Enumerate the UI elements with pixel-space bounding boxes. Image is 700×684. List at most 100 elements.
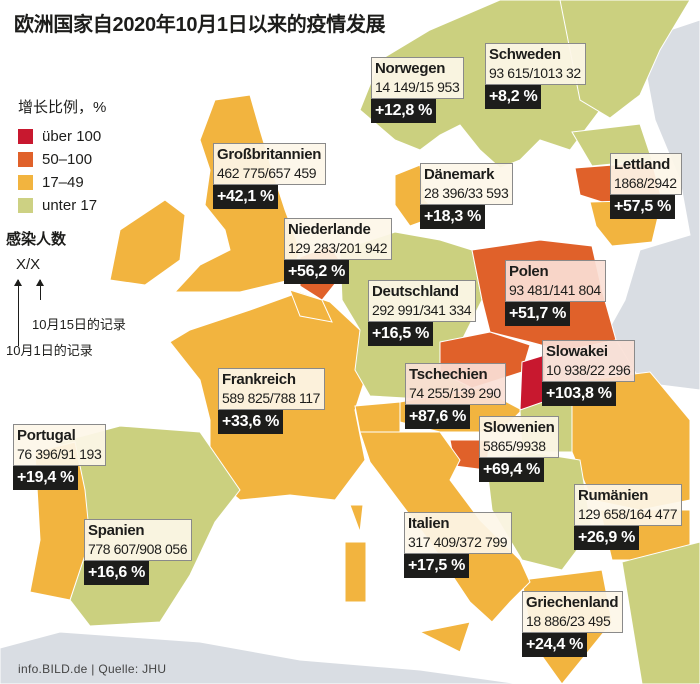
country-cases: 317 409/372 799 — [408, 534, 508, 550]
switzerland — [354, 401, 401, 433]
key-format: X/X — [16, 256, 41, 273]
country-info-box: Schweden 93 615/1013 32 — [485, 43, 586, 85]
country-info-box: Polen 93 481/141 804 — [505, 260, 606, 302]
country-label: Italien 317 409/372 799 +17,5 % — [404, 512, 513, 578]
country-info-box: Norwegen 14 149/15 953 — [371, 57, 465, 99]
country-info-box: Rumänien 129 658/164 477 — [574, 484, 683, 526]
country-change: +87,6 % — [405, 405, 471, 429]
legend-label: 17–49 — [42, 174, 84, 191]
legend-item-50-100: 50–100 — [18, 148, 106, 171]
country-name: Norwegen — [375, 60, 446, 77]
legend-item-under-17: unter 17 — [18, 194, 106, 217]
country-change: +42,1 % — [213, 185, 279, 209]
country-label: Spanien 778 607/908 056 +16,6 % — [84, 519, 193, 585]
country-change: +16,5 % — [368, 322, 434, 346]
country-info-box: Dänemark 28 396/33 593 — [420, 163, 514, 205]
country-name: Dänemark — [424, 166, 495, 183]
country-change: +51,7 % — [505, 302, 571, 326]
country-change: +103,8 % — [542, 382, 616, 406]
country-label: Slowakei 10 938/22 296 +103,8 % — [542, 340, 636, 406]
sicily — [418, 621, 471, 653]
country-info-box: Niederlande 129 283/201 942 — [284, 218, 393, 260]
turkey — [621, 541, 700, 684]
cases-key: 感染人数 X/X 10月15日的记录 10月1日的记录 — [6, 228, 126, 358]
country-label: Norwegen 14 149/15 953 +12,8 % — [371, 57, 465, 123]
arrow-up-icon — [14, 279, 22, 346]
country-cases: 28 396/33 593 — [424, 185, 509, 201]
country-change: +33,6 % — [218, 410, 284, 434]
country-label: Großbritannien 462 775/657 459 +42,1 % — [213, 143, 327, 209]
country-cases: 14 149/15 953 — [375, 79, 460, 95]
country-cases: 74 255/139 290 — [409, 385, 501, 401]
country-info-box: Griechenland 18 886/23 495 — [522, 591, 624, 633]
country-name: Schweden — [489, 46, 561, 63]
legend-title: 增长比例，% — [18, 99, 107, 116]
country-name: Niederlande — [288, 221, 371, 238]
corsica — [349, 504, 364, 533]
country-info-box: Deutschland 292 991/341 334 — [368, 280, 477, 322]
country-name: Slowakei — [546, 343, 608, 360]
country-change: +12,8 % — [371, 99, 437, 123]
country-change: +16,6 % — [84, 561, 150, 585]
country-change: +8,2 % — [485, 85, 542, 109]
country-label: Griechenland 18 886/23 495 +24,4 % — [522, 591, 624, 657]
country-cases: 778 607/908 056 — [88, 541, 188, 557]
country-cases: 129 658/164 477 — [578, 506, 678, 522]
country-label: Frankreich 589 825/788 117 +33,6 % — [218, 368, 326, 434]
country-name: Griechenland — [526, 594, 619, 611]
legend-item-over-100: über 100 — [18, 125, 106, 148]
country-info-box: Frankreich 589 825/788 117 — [218, 368, 326, 410]
country-label: Schweden 93 615/1013 32 +8,2 % — [485, 43, 586, 109]
country-info-box: Tschechien 74 255/139 290 — [405, 363, 506, 405]
country-change: +17,5 % — [404, 554, 470, 578]
country-change: +57,5 % — [610, 195, 676, 219]
country-name: Portugal — [17, 427, 76, 444]
country-label: Portugal 76 396/91 193 +19,4 % — [13, 424, 107, 490]
country-cases: 76 396/91 193 — [17, 446, 102, 462]
country-label: Dänemark 28 396/33 593 +18,3 % — [420, 163, 514, 229]
country-cases: 462 775/657 459 — [217, 165, 317, 181]
ireland — [109, 199, 186, 286]
country-info-box: Slowenien 5865/9938 — [479, 416, 560, 458]
country-label: Niederlande 129 283/201 942 +56,2 % — [284, 218, 393, 284]
legend-label: über 100 — [42, 128, 102, 145]
country-name: Lettland — [614, 156, 670, 173]
country-name: Tschechien — [409, 366, 488, 383]
legend-item-17-49: 17–49 — [18, 171, 106, 194]
legend-label: unter 17 — [42, 197, 98, 214]
country-name: Frankreich — [222, 371, 296, 388]
key-oct1: 10月1日的记录 — [6, 343, 93, 358]
country-label: Rumänien 129 658/164 477 +26,9 % — [574, 484, 683, 550]
country-cases: 292 991/341 334 — [372, 302, 472, 318]
page-title: 欧洲国家自2020年10月1日以来的疫情发展 — [14, 14, 386, 36]
country-cases: 589 825/788 117 — [222, 390, 321, 406]
country-cases: 1868/2942 — [614, 175, 677, 191]
country-change: +69,4 % — [479, 458, 545, 482]
belgium — [289, 289, 333, 323]
country-cases: 18 886/23 495 — [526, 613, 611, 629]
country-label: Deutschland 292 991/341 334 +16,5 % — [368, 280, 477, 346]
country-cases: 93 481/141 804 — [509, 282, 601, 298]
country-cases: 93 615/1013 32 — [489, 65, 581, 81]
country-name: Polen — [509, 263, 549, 280]
finland — [559, 0, 691, 119]
legend-swatch — [18, 152, 33, 167]
country-change: +18,3 % — [420, 205, 486, 229]
legend-swatch — [18, 198, 33, 213]
country-label: Lettland 1868/2942 +57,5 % — [610, 153, 682, 219]
country-info-box: Großbritannien 462 775/657 459 — [213, 143, 327, 185]
country-cases: 5865/9938 — [483, 438, 546, 454]
country-info-box: Portugal 76 396/91 193 — [13, 424, 107, 466]
country-name: Spanien — [88, 522, 145, 539]
country-change: +19,4 % — [13, 466, 79, 490]
country-cases: 129 283/201 942 — [288, 240, 388, 256]
key-title: 感染人数 — [6, 231, 67, 248]
country-info-box: Slowakei 10 938/22 296 — [542, 340, 636, 382]
country-info-box: Lettland 1868/2942 — [610, 153, 682, 195]
legend-label: 50–100 — [42, 151, 93, 168]
source-footer: info.BILD.de | Quelle: JHU — [18, 662, 167, 676]
country-cases: 10 938/22 296 — [546, 362, 631, 378]
country-info-box: Spanien 778 607/908 056 — [84, 519, 193, 561]
country-label: Polen 93 481/141 804 +51,7 % — [505, 260, 606, 326]
country-name: Rumänien — [578, 487, 649, 504]
